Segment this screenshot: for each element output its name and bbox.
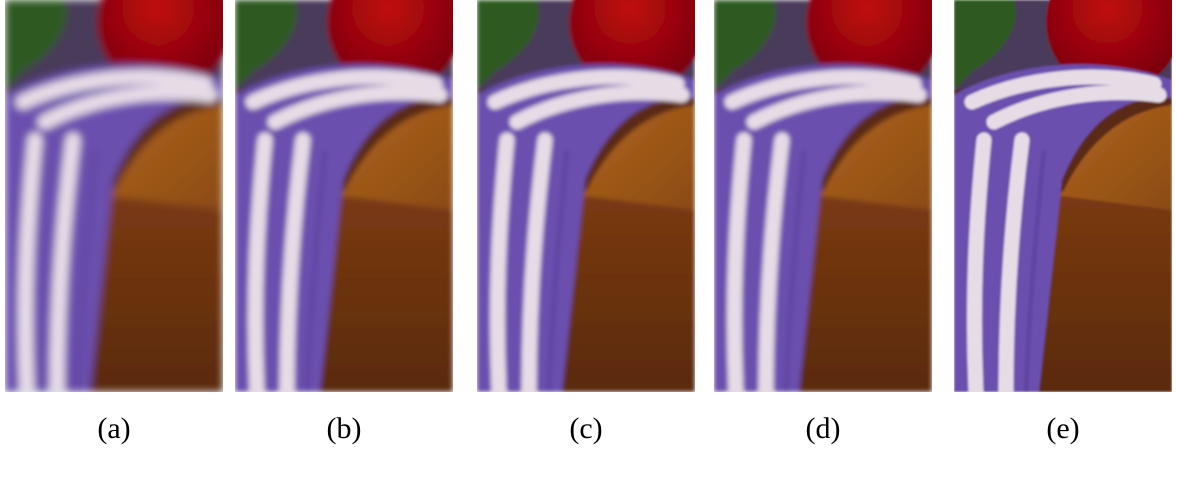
image-content (235, 0, 463, 392)
panel-label: (a) (97, 412, 130, 445)
image (954, 0, 1177, 392)
image-panel (714, 0, 942, 392)
image-panel (477, 0, 705, 392)
image-panel (5, 0, 233, 392)
image (5, 0, 233, 392)
page: (a)(b)(c)(d)(e) (() => { const data = JS… (0, 0, 1177, 472)
image (714, 0, 942, 392)
image-content (477, 0, 705, 392)
panel-label: (c) (569, 412, 602, 445)
image-panel (235, 0, 463, 392)
image-content (954, 0, 1177, 392)
image (235, 0, 463, 392)
figure: (a) (b) (c) (d) (e) (0, 0, 1177, 472)
panel-label: (d) (806, 412, 841, 445)
image-content (714, 0, 942, 392)
image-content (5, 0, 233, 392)
panels: (a) (b) (c) (d) (e) (5, 0, 1177, 445)
panel-label: (b) (327, 412, 362, 445)
image-panel (954, 0, 1177, 392)
image (477, 0, 705, 392)
panel-label: (e) (1046, 412, 1079, 445)
